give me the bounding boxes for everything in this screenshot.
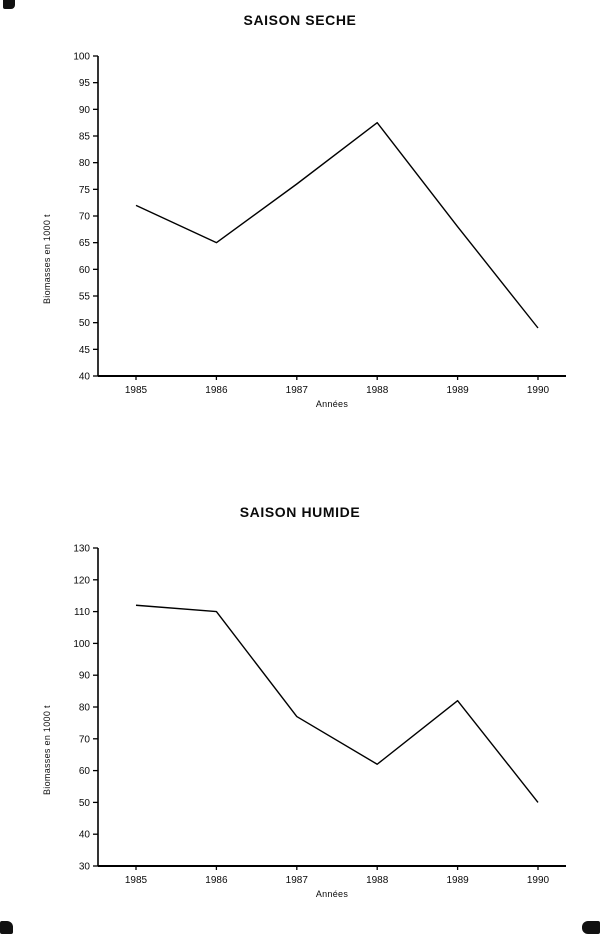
y-tick-label: 30: [79, 862, 91, 873]
y-tick-label: 70: [79, 734, 91, 745]
y-tick-label: 95: [79, 78, 91, 89]
chart-title-saison-seche: SAISON SECHE: [243, 12, 357, 28]
y-tick-label: 110: [74, 607, 90, 618]
x-tick-label: 1990: [527, 385, 550, 396]
x-tick-label: 1987: [286, 875, 309, 886]
x-tick-label: 1989: [446, 385, 469, 396]
x-axis-label: Années: [316, 399, 349, 409]
data-line: [135, 604, 539, 803]
y-tick-label: 80: [79, 158, 91, 169]
y-tick-label: 130: [73, 544, 90, 555]
x-axis-label: Années: [316, 889, 349, 899]
y-tick-label: 75: [79, 185, 91, 196]
y-axis-label: Biomasses en 1000 t: [42, 214, 52, 304]
y-tick-label: 90: [79, 105, 91, 116]
y-tick-label: 80: [79, 703, 91, 714]
y-tick-label: 120: [73, 575, 90, 586]
y-tick-label: 70: [79, 212, 91, 223]
y-tick-label: 55: [79, 292, 91, 303]
y-tick-label: 40: [79, 830, 91, 841]
x-tick-label: 1988: [366, 875, 389, 886]
chart-body: Biomasses en 1000 t 40 45 50 55 60 65 70 75 80 85…: [38, 50, 600, 422]
x-tick-label: 1985: [125, 385, 148, 396]
y-tick-label: 50: [79, 798, 91, 809]
line-chart-svg-saison-seche: 40 45 50 55 60 65 70 75 80 85 90 95 100 1985 1986 1987 1…: [73, 52, 566, 409]
y-axis-label: Biomasses en 1000 t: [42, 705, 52, 795]
x-tick-label: 1985: [125, 875, 148, 886]
y-tick-label: 40: [79, 372, 91, 383]
line-chart-svg-saison-humide: 30 40 50 60 70 80 90 100 110 120 130 1985 1986 1987 19…: [73, 544, 566, 899]
y-tick-label: 100: [73, 52, 90, 63]
y-tick-label: 85: [79, 132, 91, 143]
x-tick-label: 1989: [446, 875, 469, 886]
scan-artifact-bottom-left: [0, 921, 13, 934]
scan-artifact-top-left: [3, 0, 15, 9]
x-tick-label: 1986: [205, 385, 228, 396]
x-tick-label: 1986: [205, 875, 228, 886]
y-tick-label: 90: [79, 671, 91, 682]
y-tick-label: 60: [79, 265, 91, 276]
x-tick-label: 1990: [527, 875, 550, 886]
chart-body: Biomasses en 1000 t 30 40 50 60 70 80 90 100 110…: [38, 542, 600, 912]
y-tick-label: 50: [79, 318, 91, 329]
x-tick-label: 1987: [286, 385, 309, 396]
x-tick-label: 1988: [366, 385, 389, 396]
y-tick-label: 45: [79, 345, 91, 356]
y-tick-label: 60: [79, 766, 91, 777]
chart-title-saison-humide: SAISON HUMIDE: [239, 504, 361, 520]
data-line: [135, 121, 539, 329]
y-tick-label: 65: [79, 238, 91, 249]
chart-saison-humide: SAISON HUMIDE Biomasses en 1000 t 30 40 50…: [0, 504, 600, 912]
chart-saison-seche: SAISON SECHE Biomasses en 1000 t 40 45 50 5…: [0, 0, 600, 422]
scan-artifact-bottom-right: [582, 921, 600, 934]
y-tick-label: 100: [73, 639, 90, 650]
